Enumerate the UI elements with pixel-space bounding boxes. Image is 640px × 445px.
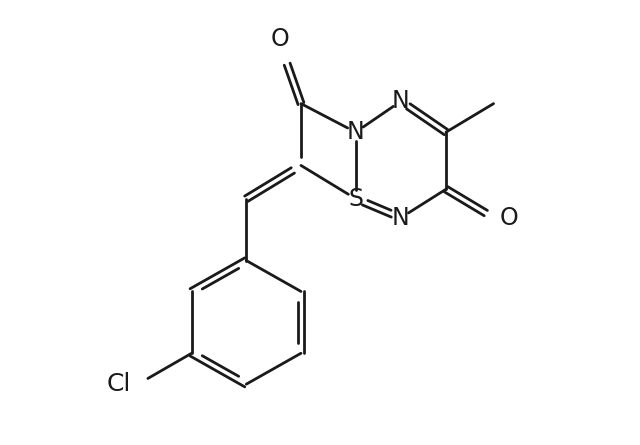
Text: N: N — [392, 206, 410, 230]
Text: N: N — [347, 120, 365, 144]
Text: O: O — [499, 206, 518, 230]
Text: O: O — [270, 27, 289, 51]
Text: S: S — [348, 187, 363, 211]
Text: N: N — [392, 89, 410, 113]
Text: Cl: Cl — [106, 372, 131, 396]
